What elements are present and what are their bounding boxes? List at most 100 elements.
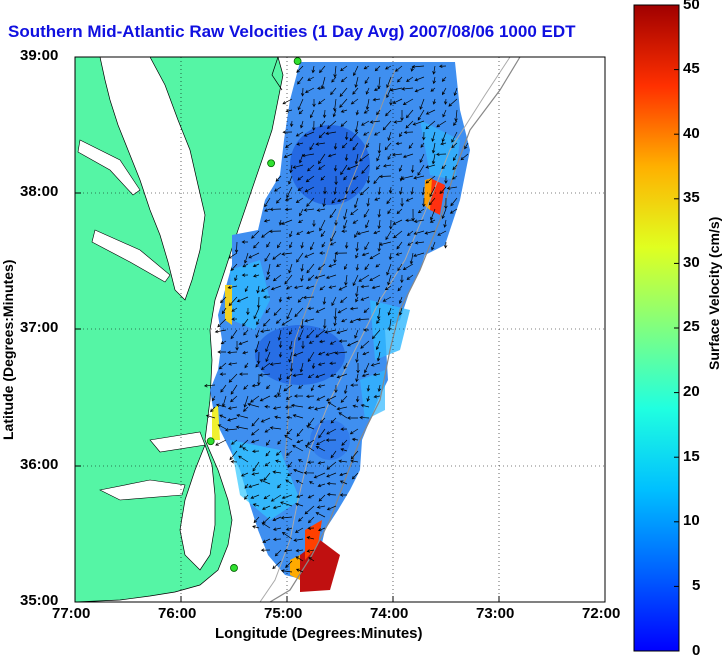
velocity-arrow bbox=[273, 307, 282, 316]
velocity-arrow bbox=[328, 285, 337, 289]
velocity-arrow bbox=[436, 120, 447, 128]
velocity-arrow bbox=[387, 208, 392, 215]
velocity-arrow bbox=[350, 459, 359, 463]
velocity-arrow bbox=[274, 549, 282, 557]
velocity-arrow bbox=[352, 274, 359, 287]
velocity-arrow bbox=[396, 241, 403, 250]
velocity-arrow bbox=[255, 362, 260, 368]
velocity-arrow bbox=[277, 329, 282, 341]
x-tick-label: 75:00 bbox=[264, 605, 303, 622]
velocity-arrow bbox=[397, 263, 403, 272]
velocity-arrow bbox=[379, 174, 392, 179]
velocity-arrow bbox=[280, 501, 293, 507]
velocity-arrow bbox=[236, 414, 249, 419]
velocity-arrow bbox=[304, 318, 315, 323]
velocity-arrow bbox=[286, 296, 293, 300]
velocity-arrow bbox=[275, 318, 282, 324]
velocity-arrows bbox=[203, 64, 469, 573]
velocity-arrow bbox=[387, 153, 392, 161]
velocity-arrow bbox=[316, 439, 326, 445]
velocity-arrow bbox=[256, 318, 260, 326]
velocity-arrow bbox=[393, 120, 403, 124]
velocity-arrow bbox=[312, 98, 316, 108]
velocity-arrow bbox=[265, 307, 271, 314]
velocity-arrow bbox=[307, 516, 315, 524]
velocity-arrow bbox=[443, 241, 448, 249]
velocity-arrow bbox=[334, 384, 338, 394]
velocity-arrow bbox=[421, 186, 425, 196]
velocity-arrow bbox=[374, 65, 381, 72]
velocity-arrow bbox=[220, 296, 227, 304]
velocity-arrow bbox=[414, 76, 425, 82]
velocity-arrow bbox=[288, 329, 293, 336]
velocity-arrow bbox=[303, 208, 315, 212]
velocity-arrow bbox=[219, 372, 227, 376]
velocity-arrow bbox=[264, 405, 271, 409]
velocity-arrow bbox=[444, 175, 448, 184]
velocity-arrow bbox=[203, 383, 216, 388]
velocity-arrow bbox=[227, 406, 238, 410]
velocity-arrow bbox=[437, 230, 447, 236]
velocity-arrow bbox=[297, 98, 304, 111]
velocity-arrow bbox=[298, 516, 304, 522]
velocity-arrow bbox=[374, 197, 381, 201]
y-tick-label: 35:00 bbox=[20, 592, 59, 609]
velocity-arrow bbox=[372, 97, 381, 102]
colorbar-tick-label: 10 bbox=[683, 512, 700, 529]
velocity-arrow bbox=[285, 395, 293, 400]
velocity-arrow bbox=[333, 186, 337, 195]
velocity-arrow bbox=[377, 241, 381, 252]
velocity-arrow bbox=[349, 131, 359, 142]
grid bbox=[75, 57, 605, 602]
velocity-arrow bbox=[292, 373, 304, 378]
velocity-arrow bbox=[241, 240, 249, 244]
velocity-arrow bbox=[373, 87, 381, 91]
velocity-arrow bbox=[278, 340, 283, 349]
y-tick-label: 38:00 bbox=[20, 183, 59, 200]
velocity-arrow bbox=[307, 274, 315, 282]
velocity-arrow bbox=[251, 230, 260, 239]
velocity-arrow bbox=[400, 197, 404, 207]
velocity-arrow bbox=[299, 208, 304, 217]
velocity-arrow bbox=[343, 175, 348, 181]
velocity-arrow bbox=[241, 273, 249, 277]
velocity-arrow bbox=[432, 98, 436, 105]
velocity-arrow bbox=[387, 131, 392, 141]
velocity-arrow bbox=[366, 384, 371, 392]
velocity-arrow bbox=[333, 252, 337, 264]
velocity-arrow bbox=[289, 362, 294, 372]
velocity-arrow bbox=[301, 153, 315, 158]
velocity-arrow bbox=[306, 439, 315, 445]
velocity-arrow bbox=[347, 416, 359, 420]
velocity-arrow bbox=[333, 164, 338, 172]
velocity-arrow bbox=[399, 131, 403, 138]
velocity-arrow bbox=[355, 296, 359, 303]
velocity-arrow bbox=[238, 455, 249, 463]
velocity-arrow bbox=[265, 450, 271, 457]
velocity-arrow bbox=[284, 405, 293, 409]
velocity-arrow bbox=[351, 437, 359, 442]
velocity-arrow bbox=[386, 87, 392, 99]
velocity-arrow bbox=[371, 329, 381, 340]
velocity-arrow bbox=[298, 384, 304, 389]
velocity-arrow bbox=[343, 208, 348, 220]
velocity-arrow bbox=[353, 65, 359, 77]
velocity-arrow bbox=[377, 219, 381, 230]
velocity-arrow bbox=[312, 219, 316, 228]
velocity-arrow bbox=[337, 307, 348, 314]
velocity-arrow bbox=[452, 153, 458, 162]
velocity-arrow bbox=[275, 263, 282, 267]
velocity-arrow bbox=[308, 340, 315, 344]
velocity-arrow bbox=[355, 252, 359, 259]
station-marker bbox=[206, 437, 215, 446]
velocity-arrow bbox=[304, 505, 315, 515]
velocity-arrow bbox=[322, 109, 327, 119]
velocity-arrow bbox=[289, 241, 293, 249]
velocity-arrow bbox=[398, 296, 403, 304]
velocity-arrow bbox=[319, 285, 326, 291]
velocity-arrow bbox=[350, 383, 359, 387]
velocity-arrow bbox=[231, 307, 238, 312]
colorbar-tick-label: 50 bbox=[683, 0, 700, 13]
velocity-arrow bbox=[351, 472, 359, 480]
velocity-arrow bbox=[363, 65, 370, 70]
